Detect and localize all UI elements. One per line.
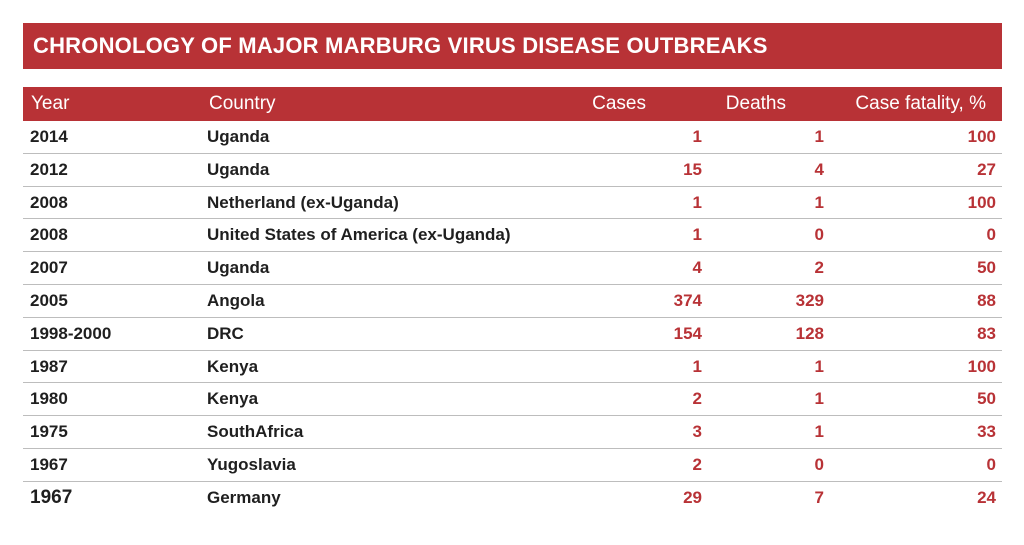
outbreaks-table: 2014 Uganda 1 1 100 2012 Uganda 15 4 27 2008 Nether… <box>23 121 1002 515</box>
deaths-cell: 329 <box>795 290 824 310</box>
year-cell: 2012 <box>30 159 68 179</box>
deaths-cell: 1 <box>814 389 824 409</box>
table-row: 2005 Angola 374 329 88 <box>23 285 1002 318</box>
country-cell: Uganda <box>207 258 270 278</box>
country-cell: Germany <box>207 487 281 507</box>
cases-cell: 154 <box>673 323 702 343</box>
cases-cell: 15 <box>683 159 702 179</box>
cases-cell: 2 <box>692 389 702 409</box>
case-fatality-cell: 50 <box>977 258 996 278</box>
header-year: Year <box>31 93 70 114</box>
cases-cell: 4 <box>692 258 702 278</box>
country-cell: Netherland (ex-Uganda) <box>207 192 399 212</box>
year-cell: 1967 <box>30 486 73 508</box>
header-country: Country <box>209 93 276 114</box>
deaths-cell: 1 <box>814 422 824 442</box>
cases-cell: 29 <box>683 487 702 507</box>
country-cell: DRC <box>207 323 244 343</box>
table-row: 1967 Germany 29 7 24 <box>23 482 1002 515</box>
case-fatality-cell: 100 <box>967 192 996 212</box>
year-cell: 1987 <box>30 356 68 376</box>
year-cell: 2007 <box>30 258 68 278</box>
country-cell: Angola <box>207 290 265 310</box>
header-case-fatality: Case fatality, % <box>855 93 986 114</box>
table-row: 1967 Yugoslavia 2 0 0 <box>23 449 1002 482</box>
deaths-cell: 0 <box>814 225 824 245</box>
cases-cell: 1 <box>692 356 702 376</box>
deaths-cell: 1 <box>814 192 824 212</box>
year-cell: 2008 <box>30 225 68 245</box>
cases-cell: 1 <box>692 225 702 245</box>
case-fatality-cell: 27 <box>977 159 996 179</box>
country-cell: Uganda <box>207 159 270 179</box>
table-row: 1980 Kenya 2 1 50 <box>23 383 1002 417</box>
table-row: 2007 Uganda 4 2 50 <box>23 252 1002 285</box>
case-fatality-cell: 24 <box>977 487 996 507</box>
cases-cell: 1 <box>692 192 702 212</box>
year-cell: 1975 <box>30 422 68 442</box>
cases-cell: 1 <box>692 127 702 146</box>
country-cell: Kenya <box>207 389 259 409</box>
table-row: 2014 Uganda 1 1 100 <box>23 121 1002 154</box>
table-row: 1975 SouthAfrica 3 1 33 <box>23 416 1002 449</box>
case-fatality-cell: 83 <box>977 323 996 343</box>
case-fatality-cell: 0 <box>986 225 996 245</box>
deaths-cell: 2 <box>814 258 824 278</box>
case-fatality-cell: 33 <box>977 422 996 442</box>
country-cell: United States of America (ex-Uganda) <box>207 225 511 245</box>
header-cases: Cases <box>592 93 646 114</box>
deaths-cell: 1 <box>814 127 824 146</box>
year-cell: 2008 <box>30 192 68 212</box>
table-header: Year Country Cases Deaths Case fatality,… <box>23 87 1002 121</box>
deaths-cell: 7 <box>814 487 824 507</box>
case-fatality-cell: 0 <box>986 454 996 474</box>
country-cell: Yugoslavia <box>207 454 296 474</box>
country-cell: Uganda <box>207 127 270 146</box>
deaths-cell: 0 <box>814 454 824 474</box>
country-cell: Kenya <box>207 356 259 376</box>
year-cell: 2014 <box>30 127 68 146</box>
country-cell: SouthAfrica <box>207 422 304 442</box>
deaths-cell: 4 <box>814 159 824 179</box>
deaths-cell: 1 <box>814 356 824 376</box>
table-row: 2012 Uganda 15 4 27 <box>23 154 1002 187</box>
table-title: CHRONOLOGY OF MAJOR MARBURG VIRUS DISEAS… <box>23 23 1002 69</box>
cases-cell: 3 <box>692 422 702 442</box>
header-deaths: Deaths <box>725 93 786 114</box>
deaths-cell: 128 <box>795 323 824 343</box>
case-fatality-cell: 50 <box>977 389 996 409</box>
table-row: 2008 Netherland (ex-Uganda) 1 1 100 <box>23 187 1002 220</box>
table-row: 1998-2000 DRC 154 128 83 <box>23 318 1002 351</box>
year-cell: 1967 <box>30 454 68 474</box>
table-row: 2008 United States of America (ex-Uganda)… <box>23 219 1002 253</box>
year-cell: 2005 <box>30 290 68 310</box>
cases-cell: 374 <box>673 290 702 310</box>
case-fatality-cell: 100 <box>967 127 996 146</box>
case-fatality-cell: 100 <box>967 356 996 376</box>
year-cell: 1998-2000 <box>30 323 112 343</box>
year-cell: 1980 <box>30 389 68 409</box>
cases-cell: 2 <box>692 454 702 474</box>
table-row: 1987 Kenya 1 1 100 <box>23 351 1002 384</box>
case-fatality-cell: 88 <box>977 290 996 310</box>
